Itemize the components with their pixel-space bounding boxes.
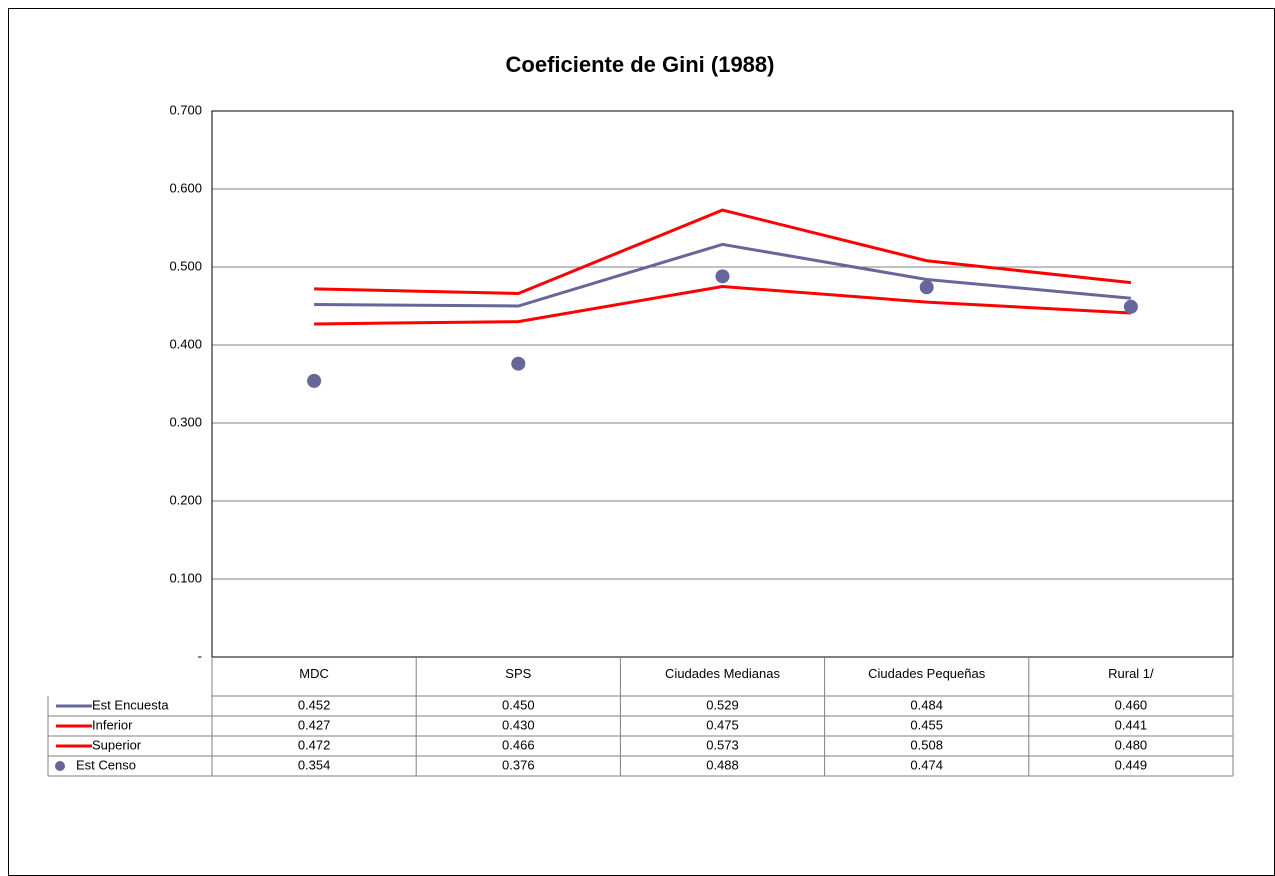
legend-label: Est Censo [76, 757, 136, 772]
table-value: 0.450 [502, 697, 535, 712]
table-value: 0.441 [1115, 717, 1148, 732]
table-value: 0.452 [298, 697, 331, 712]
chart-title: Coeficiente de Gini (1988) [506, 52, 775, 77]
y-tick-label: 0.500 [169, 258, 202, 273]
legend-label: Est Encuesta [92, 697, 169, 712]
y-tick-label: - [198, 648, 202, 663]
table-value: 0.508 [910, 737, 943, 752]
table-value: 0.475 [706, 717, 739, 732]
table-value: 0.529 [706, 697, 739, 712]
y-tick-label: 0.100 [169, 570, 202, 585]
legend-label: Inferior [92, 717, 133, 732]
legend-label: Superior [92, 737, 142, 752]
y-tick-label: 0.700 [169, 102, 202, 117]
y-tick-label: 0.300 [169, 414, 202, 429]
table-value: 0.427 [298, 717, 331, 732]
series-line [314, 208, 1132, 296]
table-value: 0.430 [502, 717, 535, 732]
y-tick-label: 0.600 [169, 180, 202, 195]
table-value: 0.455 [910, 717, 943, 732]
table-value: 0.449 [1115, 757, 1148, 772]
plot-area [212, 111, 1233, 657]
table-value: 0.460 [1115, 697, 1148, 712]
x-tick-label: Ciudades Pequeñas [868, 666, 986, 681]
series-line [314, 284, 1131, 326]
x-tick-label: SPS [505, 666, 531, 681]
table-value: 0.480 [1115, 737, 1148, 752]
series-marker [1123, 299, 1138, 314]
x-tick-label: MDC [299, 666, 329, 681]
table-value: 0.573 [706, 737, 739, 752]
table-value: 0.466 [502, 737, 535, 752]
plot-border [211, 110, 1234, 658]
table-value: 0.354 [298, 757, 331, 772]
table-value: 0.474 [910, 757, 943, 772]
series-line [314, 242, 1132, 308]
table-value: 0.472 [298, 737, 331, 752]
series-marker [307, 373, 322, 388]
x-tick-label: Rural 1/ [1108, 666, 1154, 681]
x-tick-label: Ciudades Medianas [665, 666, 780, 681]
table-value: 0.376 [502, 757, 535, 772]
legend-key [55, 761, 65, 771]
table-value: 0.484 [910, 697, 943, 712]
series-marker [511, 356, 526, 371]
series-marker [919, 280, 934, 295]
table-value: 0.488 [706, 757, 739, 772]
series-marker [715, 269, 730, 284]
y-tick-label: 0.400 [169, 336, 202, 351]
y-tick-label: 0.200 [169, 492, 202, 507]
